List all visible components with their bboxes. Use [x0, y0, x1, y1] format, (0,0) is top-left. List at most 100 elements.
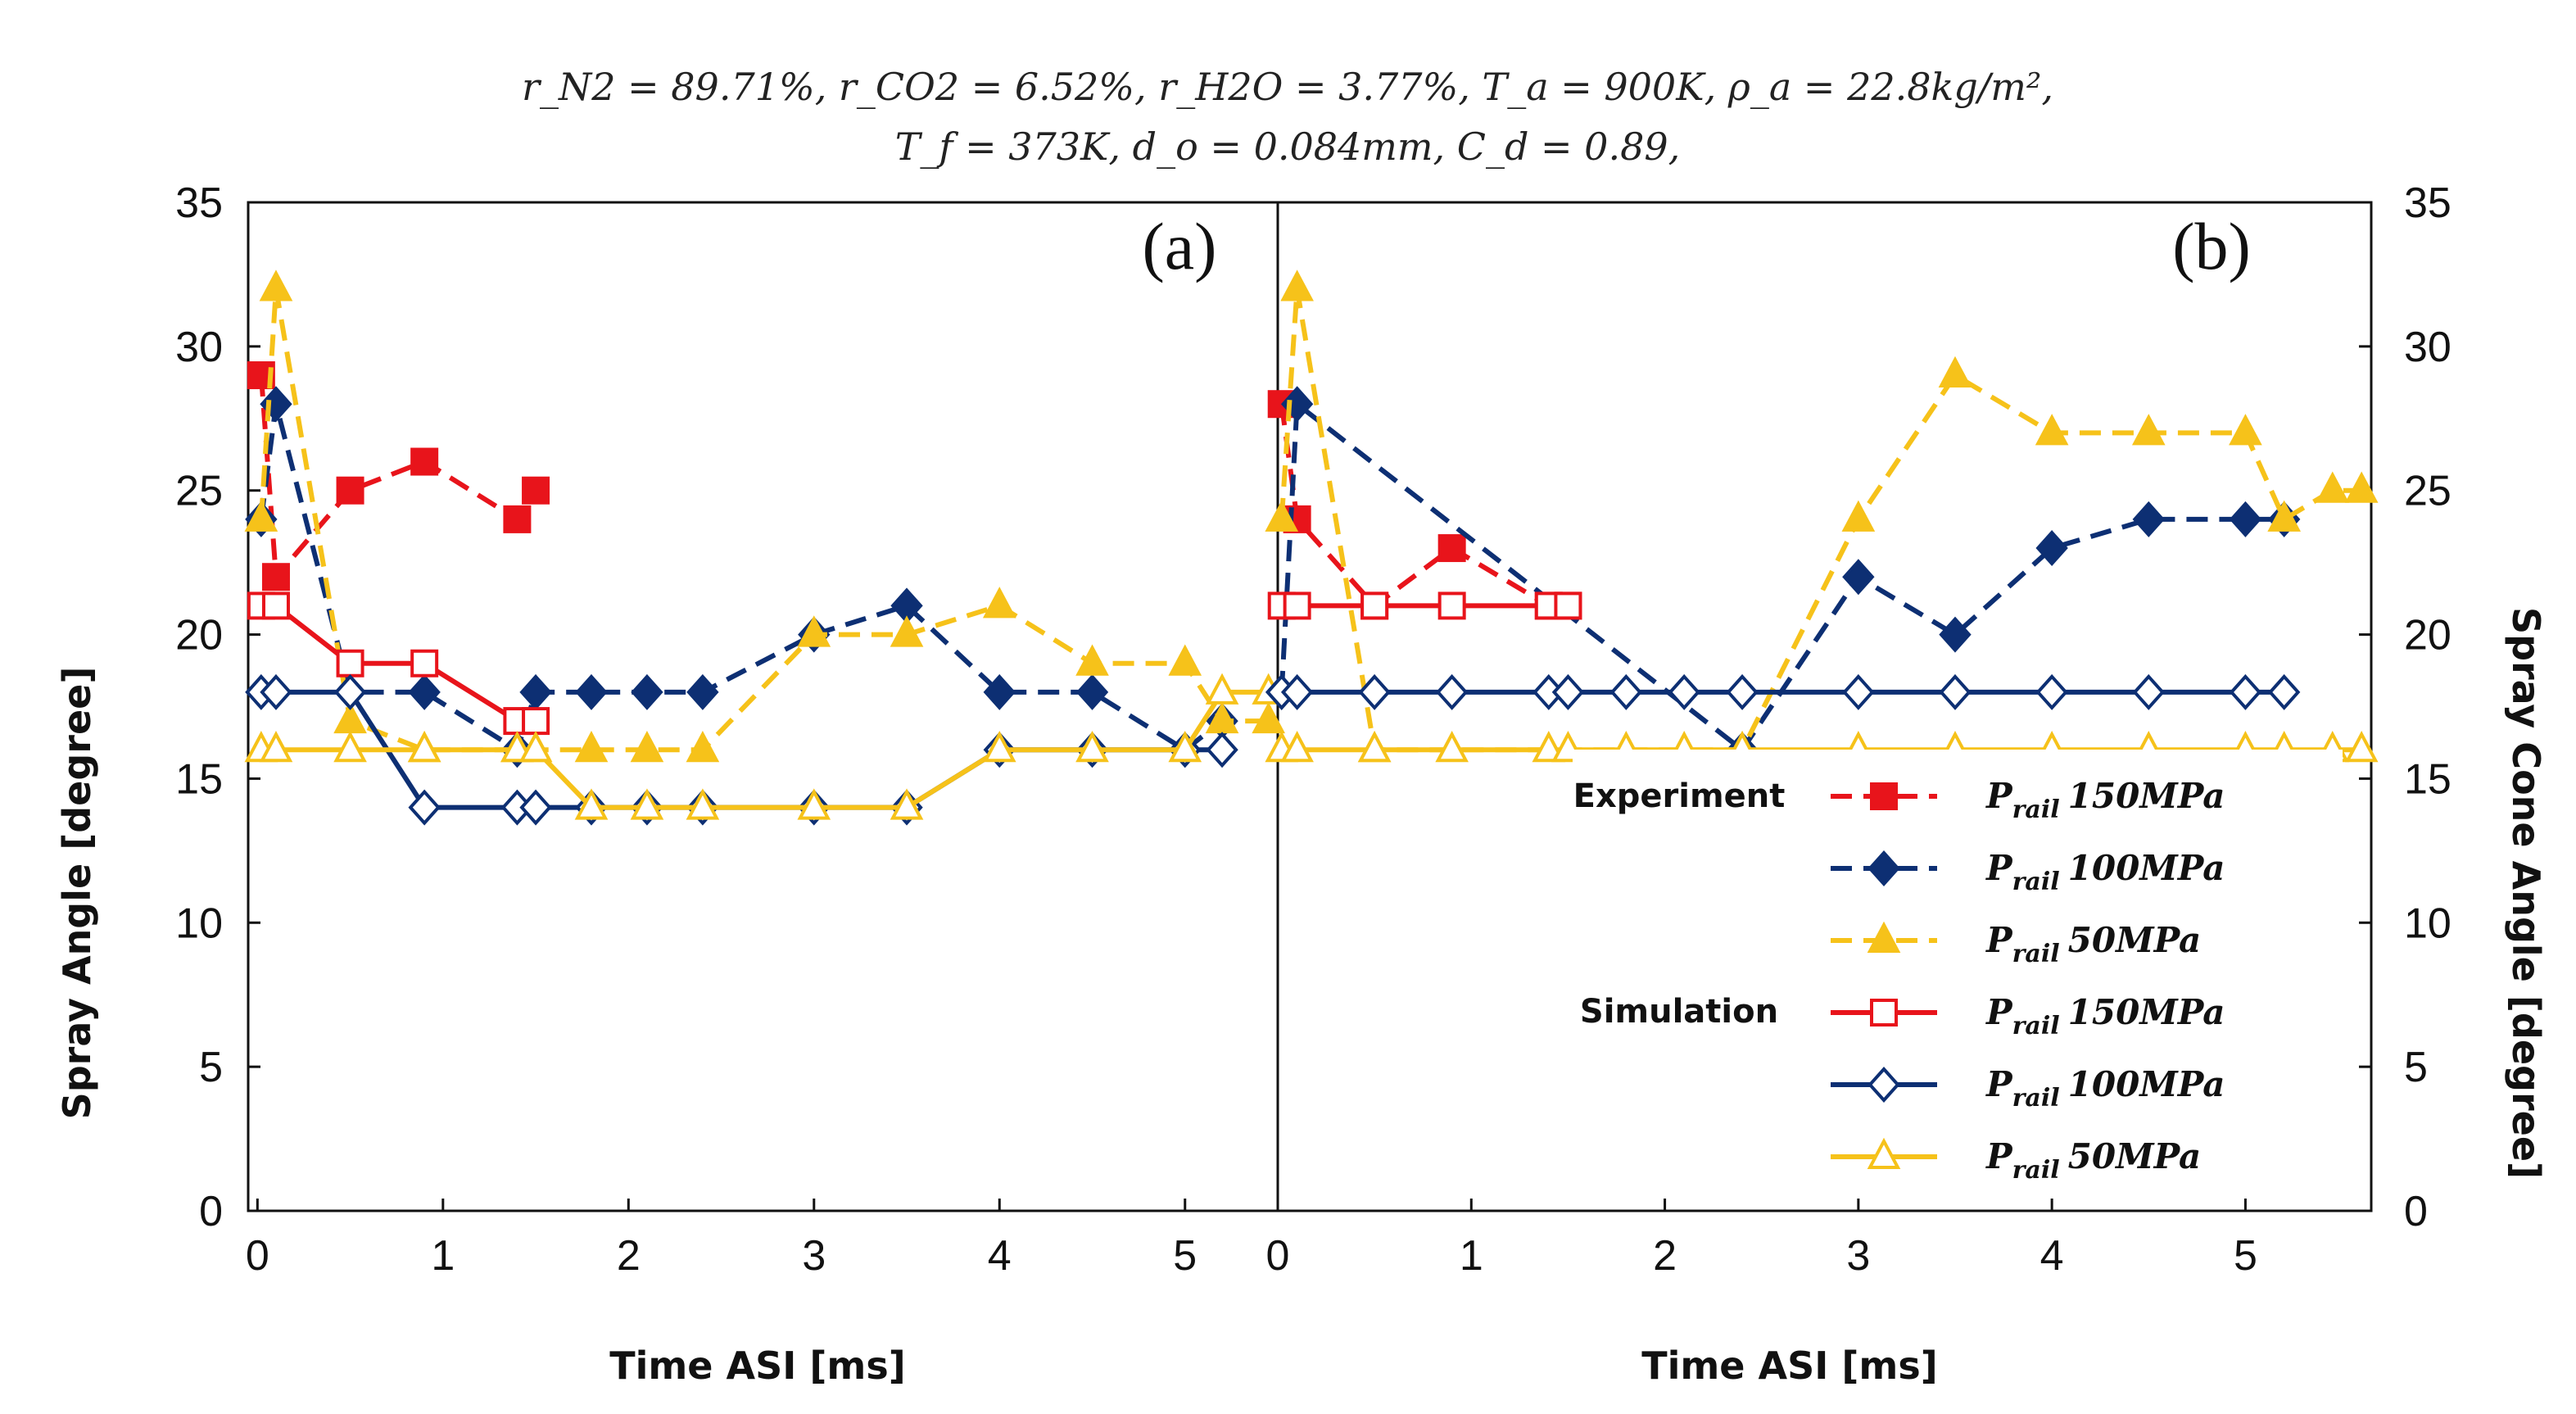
data-point: [1609, 673, 1642, 710]
y-tick-label-right: 10: [2404, 900, 2452, 947]
data-point: [1252, 701, 1286, 734]
y-tick-label-right: 35: [2404, 179, 2452, 227]
y-tick-label-left: 20: [175, 612, 223, 659]
data-point: [336, 476, 364, 505]
data-point: [630, 730, 664, 763]
data-point: [1205, 701, 1239, 734]
data-point: [1206, 732, 1238, 768]
data-point: [2131, 414, 2166, 446]
data-point: [2229, 673, 2262, 710]
data-point: [1551, 673, 1585, 710]
data-point: [1283, 591, 1311, 620]
data-point: [259, 730, 293, 763]
legend-marker: [1867, 1137, 1901, 1169]
legend-label: Prail 100MPa: [1985, 1064, 2225, 1113]
series-b-2: [1265, 270, 2379, 763]
data-point: [982, 587, 1016, 619]
x-tick-label: 4: [2040, 1232, 2064, 1280]
data-point: [1668, 673, 1700, 710]
legend-label: Prail 50MPa: [1985, 920, 2201, 968]
data-point: [1265, 500, 1299, 532]
right-y-axis-label: Spray Cone Angle [degree]: [2504, 607, 2548, 1179]
data-point: [797, 615, 831, 647]
legend-marker: [1867, 921, 1901, 953]
legend-marker: [1870, 999, 1898, 1027]
data-point: [574, 788, 609, 820]
x-tick-label: 0: [1266, 1232, 1290, 1280]
data-point: [261, 563, 290, 591]
data-point: [890, 788, 924, 820]
data-point: [1358, 673, 1391, 710]
data-point: [1938, 356, 1972, 388]
legend-category-experiment: Experiment: [1573, 777, 1786, 815]
data-point: [1280, 673, 1314, 710]
data-point: [983, 673, 1016, 710]
y-tick-label-right: 25: [2404, 468, 2452, 515]
data-point: [1435, 730, 1469, 763]
legend: Prail 150MPa Prail 100MPa Prail 50MPa Prail 150…: [1831, 776, 2225, 1185]
data-point: [407, 730, 441, 763]
data-point: [333, 730, 367, 763]
y-tick-label-left: 15: [175, 755, 223, 803]
data-point: [1280, 270, 1314, 301]
data-point: [518, 730, 553, 763]
data-point: [1280, 730, 1314, 763]
panel-label-b: (b): [2172, 209, 2251, 283]
series-line: [1279, 286, 2362, 753]
data-point: [2267, 500, 2301, 532]
data-point: [2035, 530, 2068, 567]
data-point: [1075, 644, 1109, 676]
formula-line-1: r_N2 = 89.71%, r_CO2 = 6.52%, r_H2O = 3.…: [522, 65, 2053, 109]
x-tick-label: 3: [802, 1232, 826, 1280]
data-point: [244, 500, 278, 532]
data-point: [1357, 730, 1392, 763]
data-point: [2035, 414, 2069, 446]
data-point: [2132, 673, 2165, 710]
y-tick-label-left: 30: [175, 324, 223, 371]
data-point: [2229, 414, 2262, 446]
data-point: [261, 591, 290, 620]
x-tick-label: 3: [1846, 1232, 1870, 1280]
data-point: [336, 649, 364, 678]
legend-background: [1573, 750, 2343, 1184]
data-point: [890, 615, 924, 647]
legend-marker: [1867, 850, 1900, 886]
legend-item: Prail 100MPa: [1831, 1064, 2225, 1113]
data-point: [410, 447, 439, 476]
data-point: [1939, 616, 1972, 653]
series-line: [1279, 401, 2284, 753]
y-tick-label-left: 0: [199, 1188, 223, 1235]
legend-item: Prail 100MPa: [1831, 848, 2225, 896]
legend-marker: [1870, 782, 1898, 810]
legend-label: Prail 150MPa: [1985, 992, 2225, 1040]
legend-item: Prail 50MPa: [1831, 1136, 2201, 1185]
data-point: [2344, 471, 2379, 503]
series-b-3: [1267, 591, 1582, 620]
data-point: [1842, 673, 1875, 710]
data-point: [2316, 471, 2350, 503]
data-point: [247, 361, 275, 390]
data-point: [1435, 673, 1469, 710]
y-tick-label-right: 15: [2404, 755, 2452, 803]
data-point: [1360, 591, 1389, 620]
data-point: [686, 673, 719, 710]
data-point: [259, 270, 293, 301]
y-tick-label-left: 5: [199, 1044, 223, 1091]
data-point: [260, 673, 292, 710]
x-tick-label: 1: [1460, 1232, 1483, 1280]
data-point: [630, 788, 664, 820]
y-tick-label-right: 30: [2404, 324, 2452, 371]
y-tick-label-right: 20: [2404, 612, 2452, 659]
x-tick-label: 5: [2234, 1232, 2257, 1280]
data-point: [2035, 673, 2068, 710]
data-point: [333, 673, 367, 710]
y-tick-label-right: 0: [2404, 1188, 2428, 1235]
data-point: [2267, 673, 2301, 710]
data-point: [1168, 730, 1202, 763]
data-point: [519, 789, 552, 826]
legend-item: Prail 150MPa: [1831, 992, 2225, 1040]
data-point: [408, 789, 441, 826]
data-point: [982, 730, 1016, 763]
